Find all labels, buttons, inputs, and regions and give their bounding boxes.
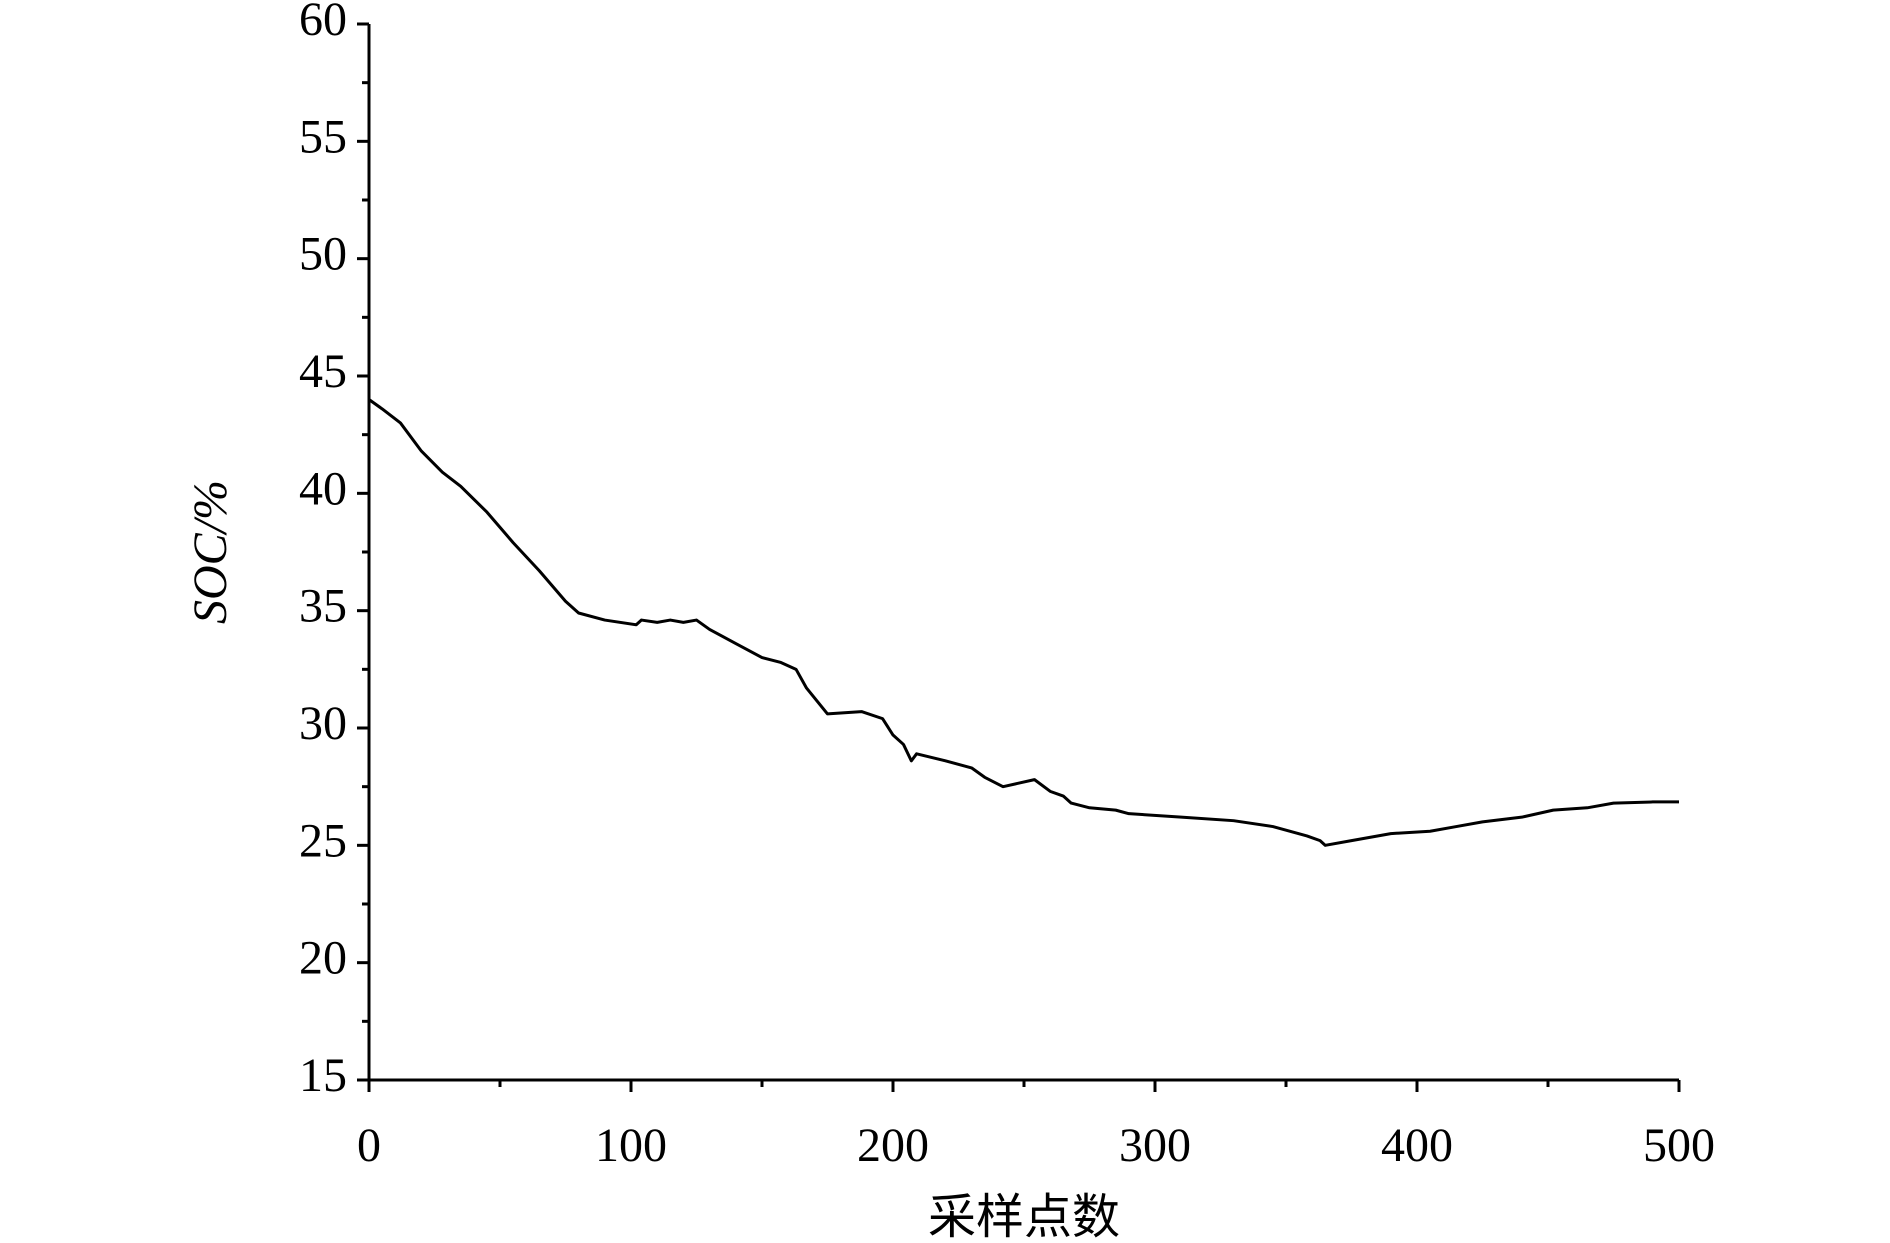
- data-line: [368, 398, 1679, 847]
- x-axis-label: 采样点数: [928, 1191, 1120, 1243]
- y-tick-label: 50: [299, 228, 347, 281]
- x-tick-label: 0: [357, 1119, 381, 1172]
- y-tick-label: 30: [299, 697, 347, 750]
- x-tick-label: 400: [1381, 1119, 1453, 1172]
- x-tick-label: 300: [1119, 1119, 1191, 1172]
- x-tick-label: 100: [595, 1119, 667, 1172]
- y-tick-label: 45: [299, 345, 347, 398]
- y-axis-label: SOC/%: [184, 480, 237, 624]
- y-tick-label: 20: [299, 932, 347, 985]
- y-tick-label: 15: [299, 1049, 347, 1102]
- x-tick-label: 200: [857, 1119, 929, 1172]
- y-tick-label: 60: [299, 0, 347, 46]
- y-tick-label: 55: [299, 110, 347, 163]
- y-tick-label: 25: [299, 814, 347, 867]
- x-tick-label: 500: [1643, 1119, 1715, 1172]
- y-tick-label: 35: [299, 580, 347, 633]
- y-tick-label: 40: [299, 462, 347, 515]
